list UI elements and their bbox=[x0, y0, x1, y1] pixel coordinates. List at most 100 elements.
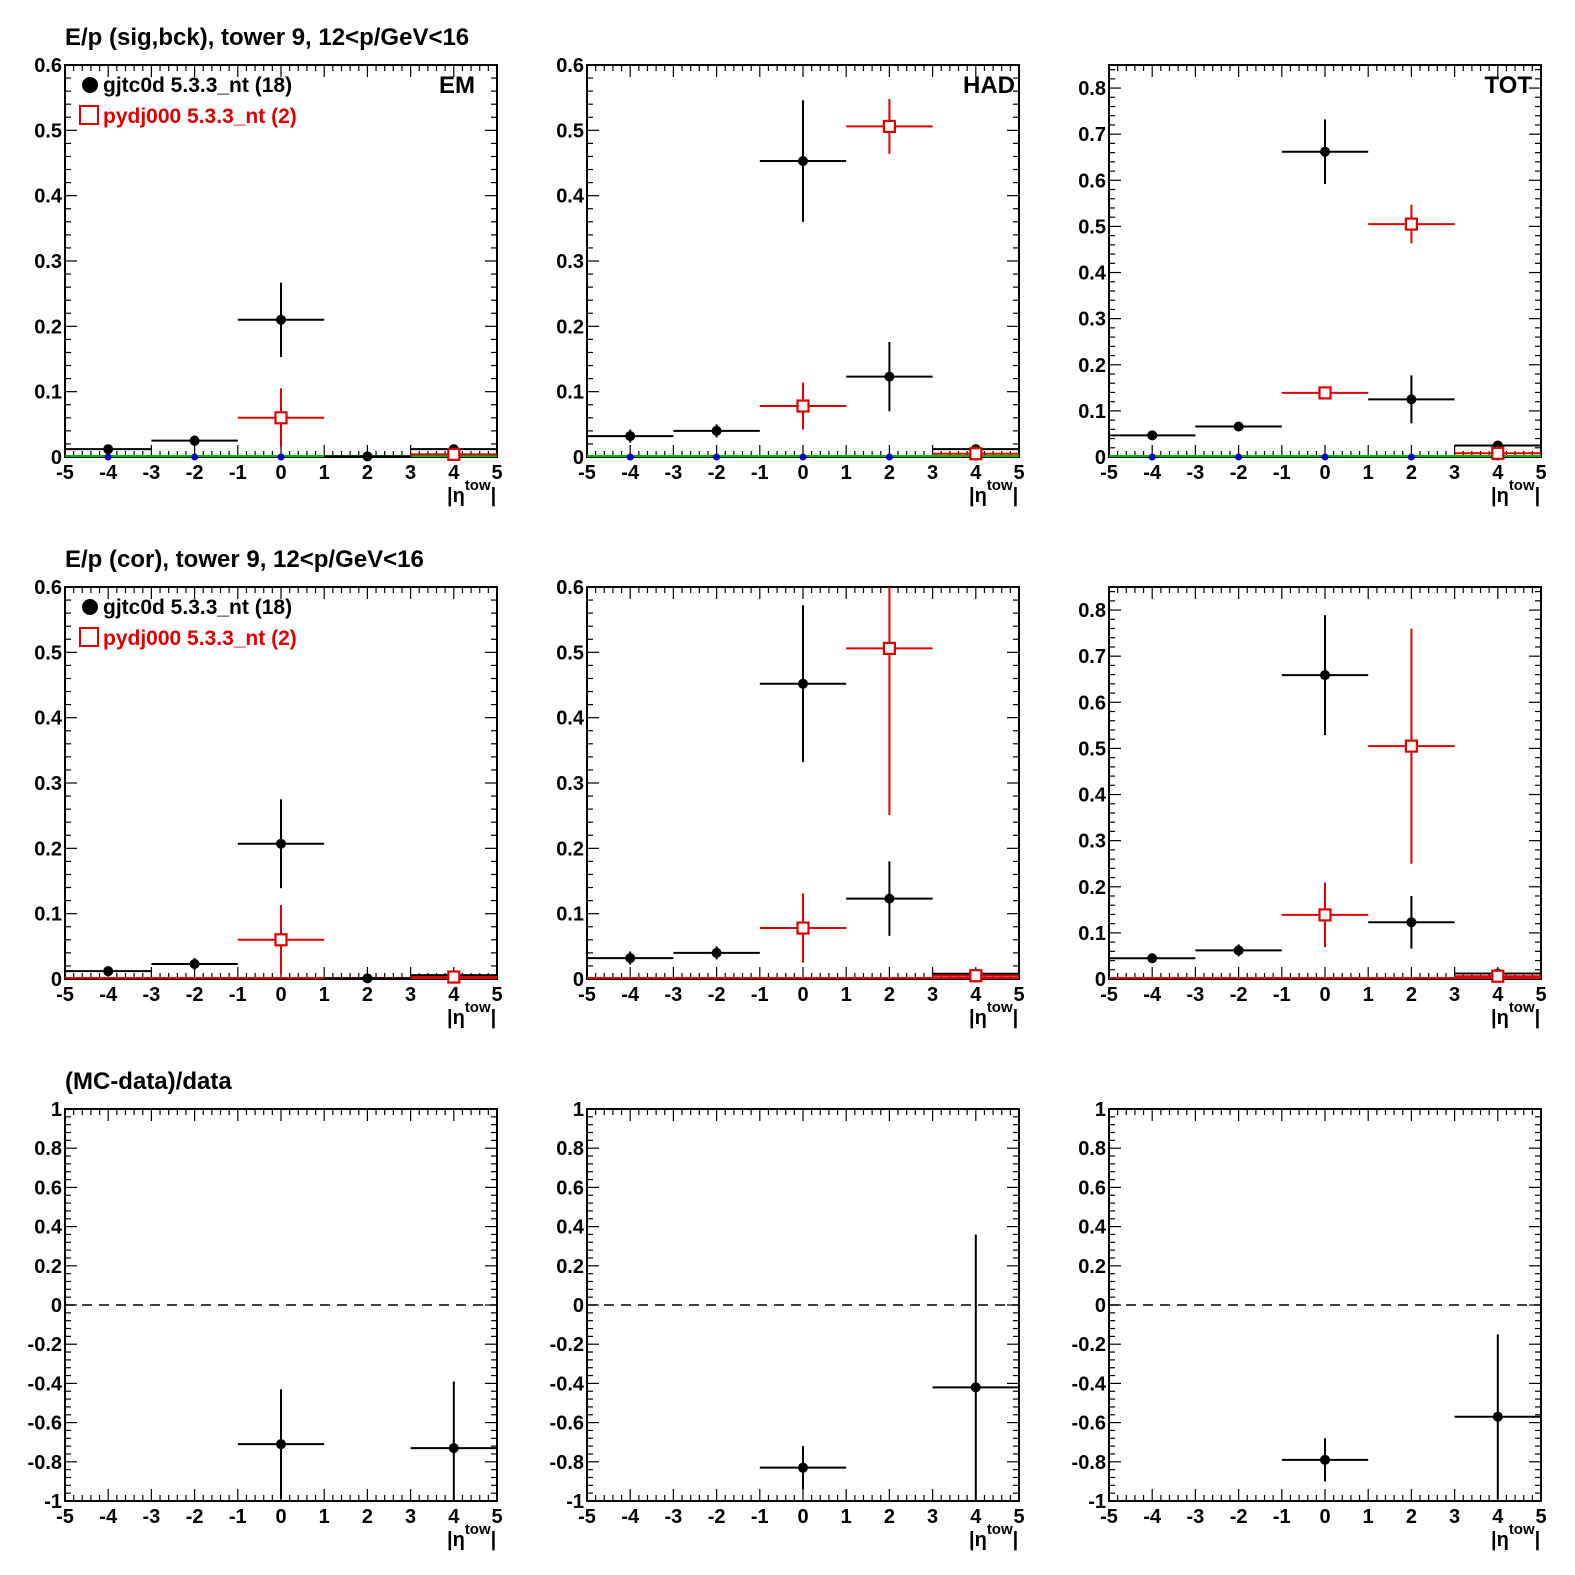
x-tick-label: 2 bbox=[1406, 1506, 1417, 1528]
y-tick-label: -1 bbox=[566, 1491, 584, 1513]
data-point bbox=[1320, 1454, 1330, 1465]
legend-row-0: gjtc0d 5.3.3_nt (18) pydj000 5.3.3_nt (2… bbox=[79, 74, 297, 128]
data-point bbox=[103, 444, 114, 455]
baseline-blue-point bbox=[1235, 453, 1243, 461]
x-tick-label: -2 bbox=[708, 984, 726, 1006]
x-tick-label: 0 bbox=[275, 1506, 286, 1528]
data-point bbox=[625, 953, 636, 964]
data-point bbox=[1406, 917, 1417, 928]
baseline-blue-point bbox=[799, 453, 807, 461]
x-tick-label: -2 bbox=[708, 1506, 726, 1528]
x-tick-label: 2 bbox=[362, 1506, 373, 1528]
y-tick-label: 0.8 bbox=[34, 1138, 62, 1160]
x-tick-label: -4 bbox=[1143, 462, 1162, 484]
x-tick-label: 3 bbox=[1449, 1506, 1460, 1528]
y-tick-label: 0.8 bbox=[556, 1138, 584, 1160]
y-tick-label: 0 bbox=[1095, 969, 1106, 991]
baseline-blue-point bbox=[626, 453, 634, 461]
x-tick-label: -2 bbox=[186, 984, 204, 1006]
baseline-blue-point bbox=[1407, 453, 1415, 461]
x-tick-label: 5 bbox=[491, 1506, 502, 1528]
x-tick-label: -3 bbox=[665, 462, 683, 484]
y-tick-label: 0.4 bbox=[1078, 263, 1107, 285]
y-tick-label: 0.5 bbox=[1078, 738, 1106, 760]
x-tick-label: 5 bbox=[1535, 462, 1546, 484]
y-tick-label: 0.8 bbox=[1078, 78, 1106, 100]
y-tick-label: 0.1 bbox=[1078, 923, 1106, 945]
x-tick-label: 4 bbox=[970, 984, 982, 1006]
y-tick-label: 0.3 bbox=[1078, 831, 1106, 853]
data-point bbox=[362, 973, 373, 984]
x-tick-label: 1 bbox=[841, 984, 852, 1006]
data-point bbox=[1320, 146, 1330, 157]
x-tick-label: 5 bbox=[1013, 1506, 1024, 1528]
y-tick-label: 0.3 bbox=[556, 773, 584, 795]
x-tick-label: 4 bbox=[970, 1506, 982, 1528]
data-point bbox=[1491, 446, 1505, 460]
series-data bbox=[65, 799, 497, 984]
y-tick-label: 0.5 bbox=[34, 120, 62, 142]
legend-data-label: gjtc0d 5.3.3_nt (18) bbox=[103, 74, 292, 97]
data-point bbox=[1318, 908, 1332, 922]
y-tick-label: 0.5 bbox=[34, 642, 62, 664]
x-tick-label: -4 bbox=[99, 984, 118, 1006]
y-tick-label: 0.7 bbox=[1078, 646, 1106, 668]
x-tick-label: 1 bbox=[319, 1506, 330, 1528]
data-point bbox=[798, 156, 808, 167]
y-tick-label: 0.5 bbox=[556, 120, 584, 142]
y-tick-label: -1 bbox=[1088, 1491, 1106, 1513]
x-axis-title: |ηtow| bbox=[1491, 477, 1540, 507]
series-data bbox=[237, 1381, 497, 1501]
x-tick-label: 2 bbox=[362, 984, 373, 1006]
y-tick-label: 0.1 bbox=[34, 382, 62, 404]
x-tick-label: 0 bbox=[275, 984, 286, 1006]
x-tick-label: 3 bbox=[405, 462, 416, 484]
chart-panel-r1-c1: -5 -4 -3 -2 -1 0 1 2 3 4 5 0 0.1 0.2 0.3 0.4 0.5 0.6 |ηtow… bbox=[556, 577, 1024, 1029]
x-tick-label: -5 bbox=[1100, 984, 1118, 1006]
x-tick-label: 4 bbox=[970, 462, 982, 484]
data-point bbox=[189, 435, 200, 446]
x-tick-label: 1 bbox=[319, 462, 330, 484]
y-tick-label: 0.6 bbox=[34, 577, 62, 599]
series-mc bbox=[1281, 628, 1541, 983]
data-point bbox=[625, 431, 636, 442]
y-tick-label: 1 bbox=[1095, 1099, 1106, 1121]
chart-panel-r0-c0: -5 -4 -3 -2 -1 0 1 2 3 4 5 0 0.1 0.2 0.3 0.4 0.5 0.6 |ηtow… bbox=[34, 55, 502, 507]
panel-label-had: HAD bbox=[963, 72, 1015, 99]
y-tick-label: -0.4 bbox=[1072, 1373, 1107, 1395]
y-tick-label: 0 bbox=[1095, 447, 1106, 469]
x-tick-label: -1 bbox=[229, 1506, 247, 1528]
x-tick-label: -1 bbox=[1273, 462, 1291, 484]
x-tick-label: -5 bbox=[56, 1506, 74, 1528]
data-point bbox=[274, 411, 288, 425]
x-tick-label: 5 bbox=[1013, 984, 1024, 1006]
x-tick-label: -4 bbox=[1143, 1506, 1162, 1528]
x-tick-label: 2 bbox=[1406, 462, 1417, 484]
x-tick-label: -2 bbox=[186, 462, 204, 484]
data-point bbox=[882, 119, 897, 134]
y-tick-label: 0.4 bbox=[1078, 785, 1107, 807]
series-mc bbox=[759, 98, 1019, 461]
data-point bbox=[796, 399, 810, 413]
y-tick-label: 1 bbox=[51, 1099, 62, 1121]
data-point bbox=[711, 947, 722, 958]
x-tick-label: -5 bbox=[1100, 462, 1118, 484]
x-tick-label: 1 bbox=[1363, 984, 1374, 1006]
legend-mc-marker bbox=[79, 105, 99, 125]
y-tick-label: -0.6 bbox=[1072, 1413, 1106, 1435]
y-tick-label: 0 bbox=[573, 969, 584, 991]
panel-label-em: EM bbox=[439, 72, 475, 99]
data-point bbox=[447, 970, 461, 984]
x-tick-label: 1 bbox=[1363, 1506, 1374, 1528]
x-tick-label: -4 bbox=[99, 1506, 118, 1528]
y-tick-label: -0.2 bbox=[550, 1334, 584, 1356]
data-point bbox=[970, 1382, 981, 1393]
chart-panel-r1-c0: -5 -4 -3 -2 -1 0 1 2 3 4 5 0 0.1 0.2 0.3 0.4 0.5 0.6 |ηtow… bbox=[34, 577, 502, 1029]
legend-mc-label: pydj000 5.3.3_nt (2) bbox=[103, 105, 297, 128]
row-title-1: E/p (cor), tower 9, 12<p/GeV<16 bbox=[65, 546, 424, 573]
x-tick-label: 1 bbox=[1363, 462, 1374, 484]
x-tick-label: -4 bbox=[621, 1506, 640, 1528]
legend-data-marker bbox=[82, 599, 98, 615]
chart-panel-r2-c2: -5 -4 -3 -2 -1 0 1 2 3 4 5 -1 -0.8 -0.6 -0.4 -0.2 0 0.2 0.… bbox=[1072, 1099, 1547, 1551]
